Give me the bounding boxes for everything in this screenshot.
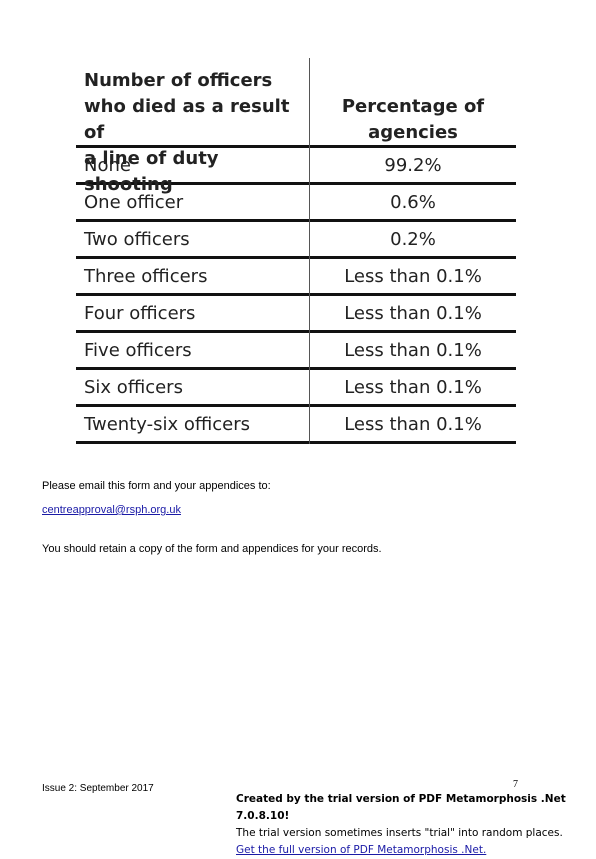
full-version-link[interactable]: Get the full version of PDF Metamorphosi… [236, 844, 487, 856]
row-label: One officer [84, 191, 184, 213]
issue-date: Issue 2: September 2017 [42, 783, 154, 794]
trial-watermark: Created by the trial version of PDF Meta… [236, 791, 596, 859]
row-value: Less than 0.1% [344, 376, 482, 398]
header-col1-line: who died as a result of [84, 96, 290, 143]
table-row: Five officers Less than 0.1% [76, 333, 516, 370]
table-row: Six officers Less than 0.1% [76, 370, 516, 407]
row-label: Two officers [84, 228, 190, 250]
header-col2-line: agencies [368, 122, 458, 143]
email-link[interactable]: centreapproval@rsph.org.uk [42, 504, 181, 516]
officer-deaths-table: Number of officers who died as a result … [76, 58, 516, 444]
header-col1-line: Number of officers [84, 70, 273, 91]
table-row: Two officers 0.2% [76, 222, 516, 259]
table-row: One officer 0.6% [76, 185, 516, 222]
header-col2-line: Percentage of [341, 96, 485, 117]
table-row: Twenty-six officers Less than 0.1% [76, 407, 516, 444]
trial-notice-text: The trial version sometimes inserts "tri… [236, 827, 563, 839]
table-row: None 99.2% [76, 148, 516, 185]
row-label: None [84, 154, 131, 176]
page-number: 7 [513, 779, 518, 790]
row-value: Less than 0.1% [344, 265, 482, 287]
row-label: Twenty-six officers [84, 413, 251, 435]
row-label: Six officers [84, 376, 183, 398]
row-value: Less than 0.1% [344, 339, 482, 361]
row-value: 99.2% [384, 154, 442, 176]
table-row: Four officers Less than 0.1% [76, 296, 516, 333]
table-header-row: Number of officers who died as a result … [76, 58, 516, 195]
table-row: Three officers Less than 0.1% [76, 259, 516, 296]
row-value: 0.6% [390, 191, 436, 213]
row-label: Four officers [84, 302, 196, 324]
retain-note: You should retain a copy of the form and… [42, 543, 382, 555]
row-value: Less than 0.1% [344, 302, 482, 324]
row-label: Five officers [84, 339, 192, 361]
header-col1-line: a line of duty shooting [84, 148, 219, 195]
header-number-of-officers: Number of officers who died as a result … [76, 58, 310, 195]
table-column-divider [309, 58, 310, 444]
trial-notice-title: Created by the trial version of PDF Meta… [236, 793, 566, 822]
header-percentage-of-agencies: Percentage of agencies [310, 58, 516, 145]
row-value: Less than 0.1% [344, 413, 482, 435]
row-value: 0.2% [390, 228, 436, 250]
row-label: Three officers [84, 265, 208, 287]
email-instruction: Please email this form and your appendic… [42, 480, 271, 492]
